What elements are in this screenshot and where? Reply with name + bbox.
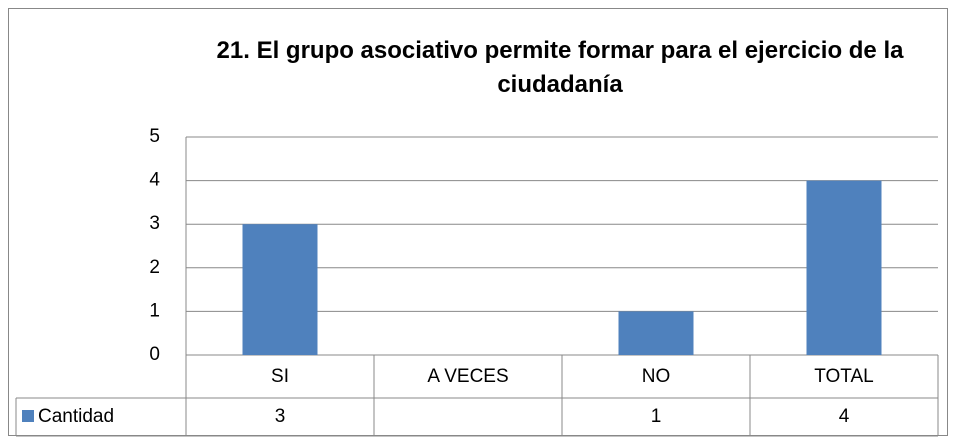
legend-label: Cantidad	[38, 406, 114, 427]
table-value: 1	[651, 406, 662, 427]
table-value: 3	[275, 406, 286, 427]
y-tick-label: 0	[149, 344, 160, 365]
y-tick-label: 2	[149, 257, 160, 278]
chart-title: 21. El grupo asociativo permite formar p…	[216, 37, 904, 98]
y-tick-label: 5	[149, 126, 160, 147]
bar	[618, 311, 694, 355]
x-tick-label: NO	[642, 366, 671, 387]
chart-border	[8, 8, 948, 436]
x-tick-label: A VECES	[427, 366, 508, 387]
y-tick-label: 1	[149, 300, 160, 321]
legend-swatch	[22, 410, 34, 422]
y-tick-label: 4	[149, 170, 160, 191]
bar	[242, 224, 318, 355]
x-tick-label: SI	[271, 366, 289, 387]
y-tick-label: 3	[149, 213, 160, 234]
table-value: 4	[839, 406, 850, 427]
x-tick-label: TOTAL	[814, 366, 873, 387]
bar	[806, 180, 882, 355]
